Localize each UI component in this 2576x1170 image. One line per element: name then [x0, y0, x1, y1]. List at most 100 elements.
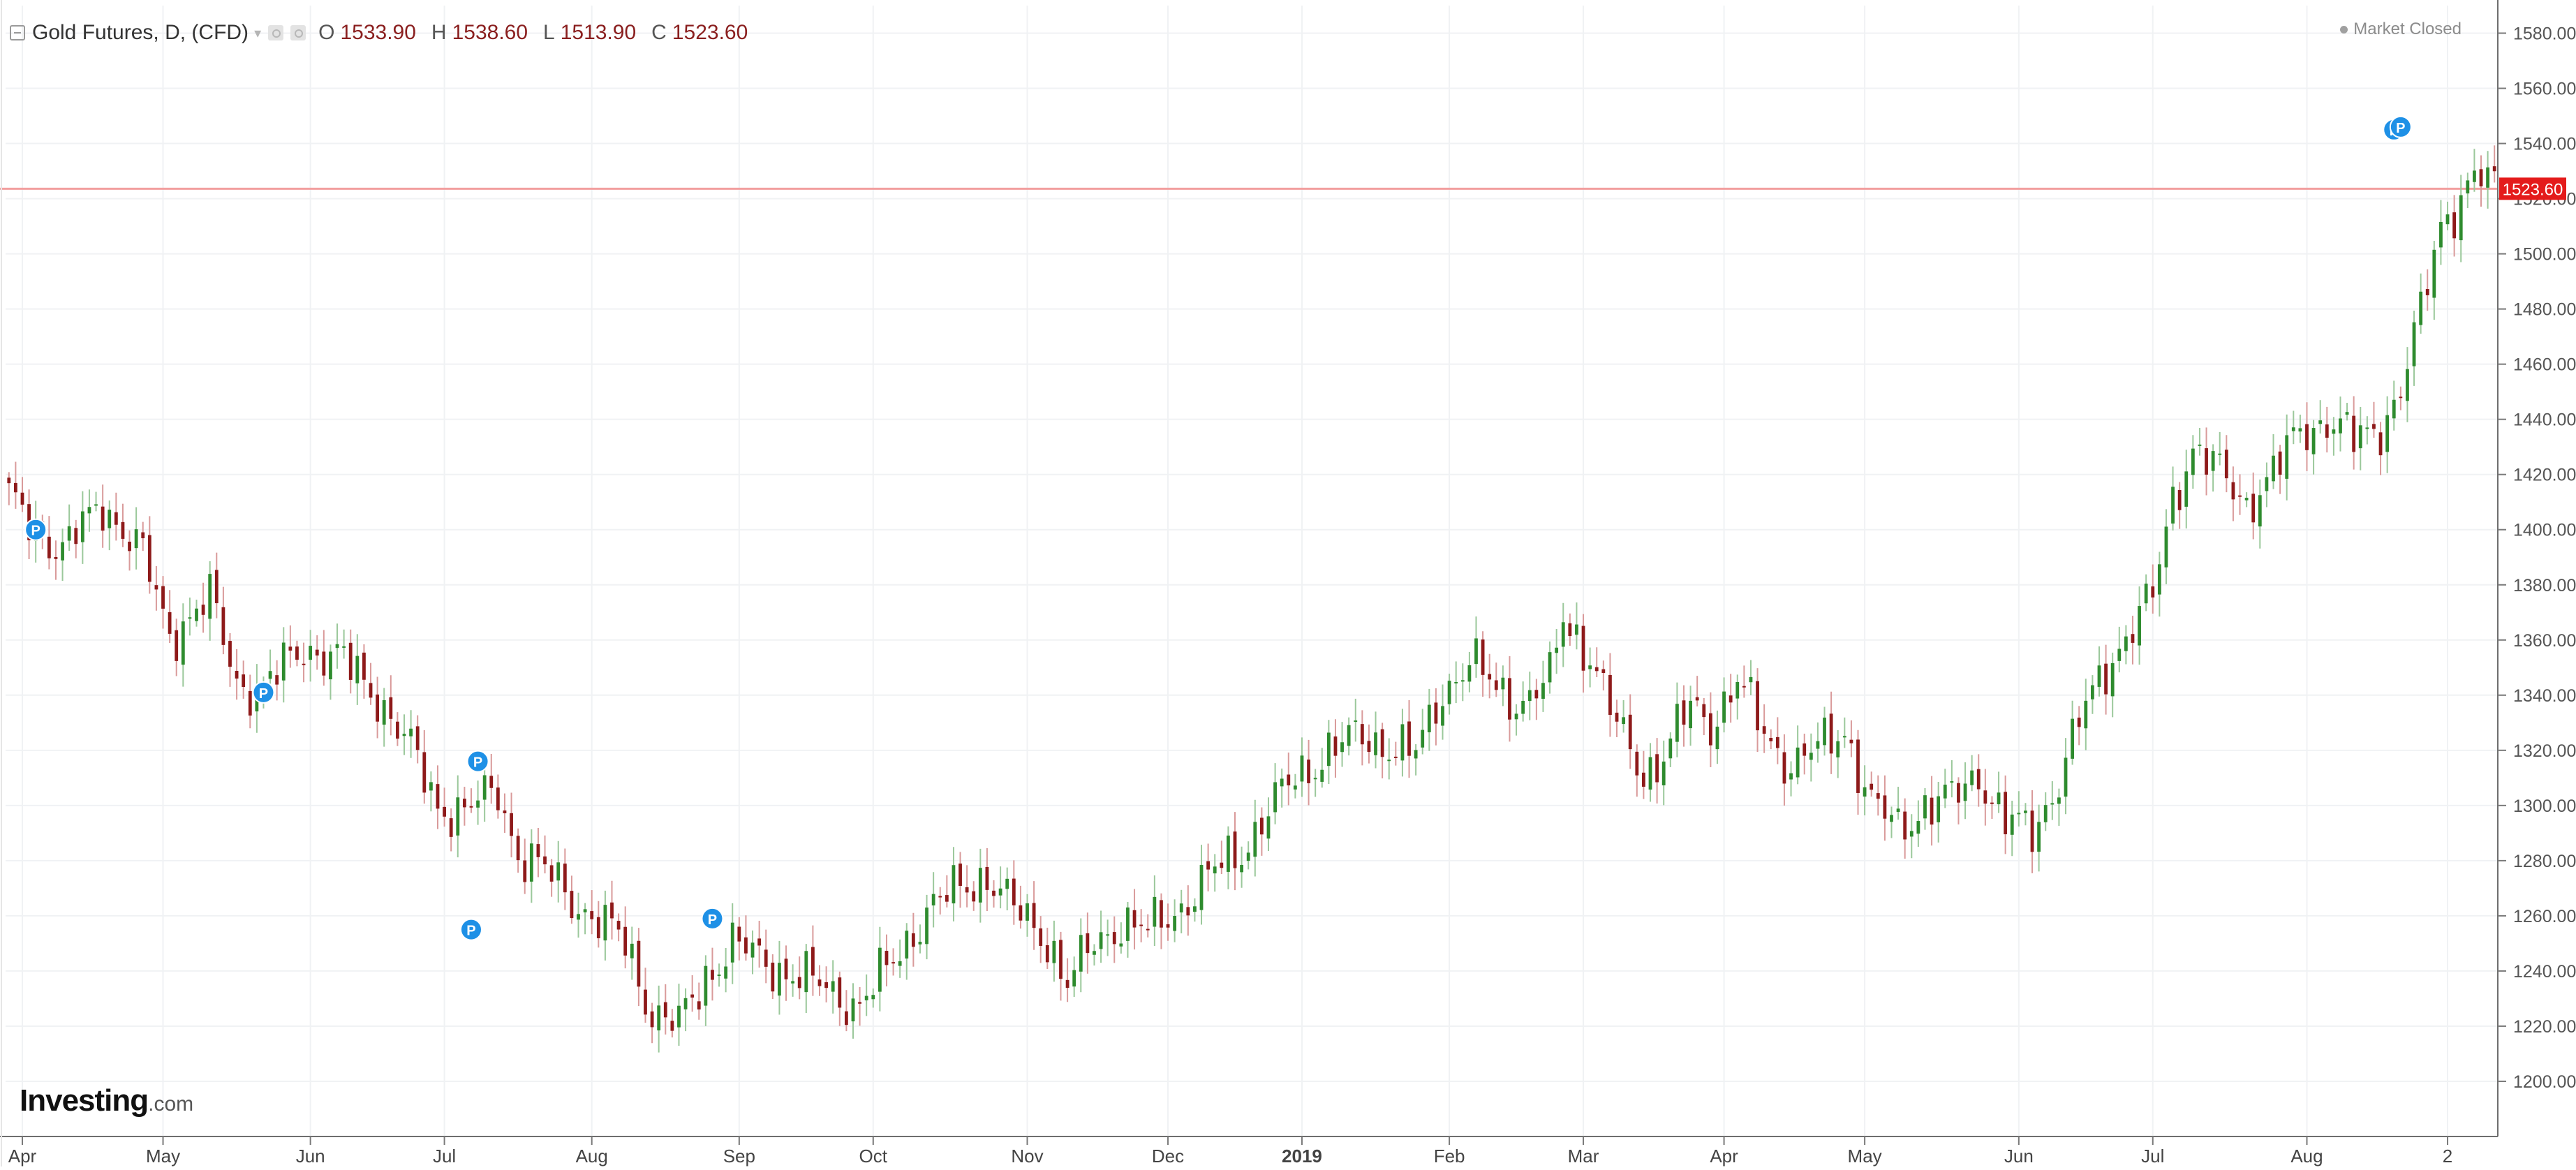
candle[interactable]	[844, 990, 848, 1032]
candle[interactable]	[1266, 797, 1271, 852]
candle[interactable]	[389, 675, 393, 736]
candle[interactable]	[1099, 910, 1103, 963]
candle[interactable]	[1494, 662, 1498, 697]
candle[interactable]	[2084, 679, 2088, 750]
candle[interactable]	[2004, 775, 2008, 854]
candle[interactable]	[449, 808, 453, 852]
pivot-marker[interactable]: P	[459, 918, 482, 941]
candle[interactable]	[945, 875, 949, 908]
candle[interactable]	[2339, 396, 2342, 452]
candle[interactable]	[2138, 586, 2141, 665]
candle[interactable]	[958, 852, 962, 908]
candle[interactable]	[2104, 644, 2108, 715]
candle[interactable]	[2358, 407, 2362, 471]
candle[interactable]	[1923, 787, 1927, 830]
candle[interactable]	[1173, 899, 1177, 942]
candle[interactable]	[1407, 700, 1411, 778]
settings-icon[interactable]	[290, 25, 306, 40]
candle[interactable]	[811, 925, 815, 996]
candle[interactable]	[952, 847, 956, 921]
candle[interactable]	[1548, 641, 1552, 694]
candle[interactable]	[824, 966, 829, 1002]
candle[interactable]	[1186, 885, 1190, 936]
candle[interactable]	[94, 491, 98, 512]
candle[interactable]	[1086, 912, 1090, 974]
candle[interactable]	[1354, 698, 1358, 742]
candle[interactable]	[1581, 614, 1585, 693]
candle[interactable]	[1876, 775, 1880, 816]
pivot-marker[interactable]: P	[24, 518, 47, 541]
candle[interactable]	[1326, 720, 1331, 785]
candle[interactable]	[1206, 843, 1211, 891]
candle[interactable]	[1374, 711, 1377, 769]
candle[interactable]	[1890, 806, 1893, 838]
candle[interactable]	[2385, 396, 2390, 473]
candle[interactable]	[369, 662, 373, 705]
candle[interactable]	[2064, 738, 2068, 815]
candle[interactable]	[1273, 763, 1277, 824]
candle[interactable]	[2473, 149, 2476, 192]
candle[interactable]	[2017, 791, 2021, 827]
candle[interactable]	[1943, 769, 1947, 808]
candle[interactable]	[1280, 768, 1284, 808]
candle[interactable]	[422, 730, 427, 804]
candle[interactable]	[972, 881, 976, 911]
candle[interactable]	[1568, 613, 1572, 646]
candles[interactable]	[7, 145, 2496, 1053]
candle[interactable]	[784, 945, 788, 1001]
candle[interactable]	[1132, 889, 1137, 950]
candle[interactable]	[2372, 401, 2376, 438]
candle[interactable]	[644, 968, 647, 1023]
candle[interactable]	[288, 625, 293, 668]
candle[interactable]	[1997, 771, 2001, 813]
candle[interactable]	[1474, 616, 1478, 678]
candle[interactable]	[1541, 660, 1545, 712]
candle[interactable]	[2144, 574, 2148, 612]
candle[interactable]	[1307, 739, 1310, 806]
candle[interactable]	[1240, 846, 1244, 888]
candle[interactable]	[134, 507, 138, 570]
candle[interactable]	[482, 767, 487, 822]
candle[interactable]	[74, 519, 78, 558]
candle[interactable]	[1032, 881, 1036, 950]
candle[interactable]	[1146, 914, 1150, 938]
candle[interactable]	[2205, 427, 2208, 496]
candle[interactable]	[523, 838, 527, 894]
candle[interactable]	[1534, 679, 1539, 720]
candle[interactable]	[315, 635, 319, 670]
candle[interactable]	[985, 847, 989, 912]
candle[interactable]	[154, 565, 158, 611]
candle[interactable]	[108, 500, 112, 551]
candle[interactable]	[67, 504, 71, 551]
candle[interactable]	[1983, 769, 1987, 826]
candle[interactable]	[1555, 628, 1559, 674]
candle[interactable]	[175, 619, 179, 676]
candle[interactable]	[2191, 435, 2195, 489]
candle[interactable]	[623, 906, 628, 969]
candle[interactable]	[376, 676, 380, 739]
candle[interactable]	[2218, 431, 2222, 466]
candle[interactable]	[2184, 450, 2189, 529]
candle[interactable]	[1393, 741, 1398, 766]
candle[interactable]	[228, 633, 232, 687]
candle[interactable]	[1434, 688, 1438, 746]
candle[interactable]	[663, 984, 667, 1035]
candle[interactable]	[911, 912, 915, 967]
pivot-marker[interactable]: P	[466, 750, 489, 773]
candle[interactable]	[1561, 602, 1565, 667]
candle[interactable]	[1441, 684, 1444, 740]
candle[interactable]	[1213, 854, 1217, 892]
candle[interactable]	[878, 926, 882, 1012]
candle[interactable]	[429, 771, 433, 812]
candle[interactable]	[905, 923, 909, 980]
candle[interactable]	[2311, 420, 2316, 475]
candle[interactable]	[1039, 916, 1043, 963]
candle[interactable]	[275, 660, 279, 701]
candle[interactable]	[750, 930, 755, 975]
candle[interactable]	[1126, 902, 1130, 958]
candle[interactable]	[161, 576, 165, 629]
candle[interactable]	[590, 890, 594, 935]
candle[interactable]	[817, 965, 822, 996]
candle[interactable]	[2466, 172, 2470, 209]
candle[interactable]	[1870, 771, 1874, 797]
